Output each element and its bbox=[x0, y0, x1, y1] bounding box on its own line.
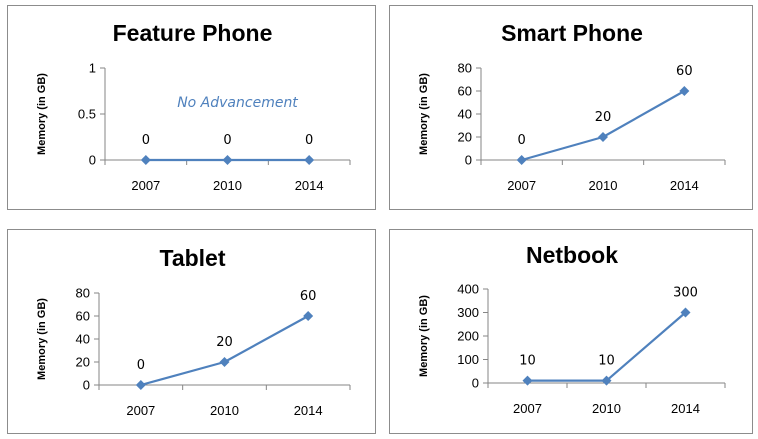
data-point bbox=[522, 375, 533, 386]
series-line bbox=[140, 315, 309, 387]
x-tick-label: 2007 bbox=[507, 178, 536, 193]
y-tick-label: 20 bbox=[76, 355, 90, 370]
data-point bbox=[601, 375, 612, 386]
y-tick-label: 100 bbox=[457, 352, 479, 367]
y-tick-label: 0 bbox=[83, 378, 90, 393]
y-axis-label: Memory (in GB) bbox=[36, 298, 48, 380]
x-tick-label: 2007 bbox=[126, 403, 155, 418]
y-tick-label: 0 bbox=[465, 153, 472, 168]
x-tick-label: 2010 bbox=[210, 403, 239, 418]
data-label: 0 bbox=[305, 133, 313, 148]
chart-panel-feature-phone: Feature Phone Memory (in GB) 0 0.5 1 2007 2010… bbox=[7, 5, 376, 210]
chart-panel-tablet: Tablet Memory (in GB) 0 20 40 60 80 2007 2010 201… bbox=[7, 229, 376, 434]
y-tick-label: 80 bbox=[76, 286, 90, 301]
data-point bbox=[680, 307, 691, 318]
y-tick-label: 0 bbox=[89, 153, 96, 168]
chart-svg-feature-phone: Feature Phone Memory (in GB) 0 0.5 1 2007 2010… bbox=[36, 20, 351, 193]
x-tick-label: 2014 bbox=[295, 178, 324, 193]
chart-annotation: No Advancement bbox=[177, 95, 298, 111]
chart-panel-netbook: Netbook Memory (in GB) 0 100 200 300 400 2007 20… bbox=[389, 229, 753, 434]
y-tick-label: 400 bbox=[457, 282, 479, 297]
data-label: 20 bbox=[216, 335, 233, 350]
data-label: 10 bbox=[598, 354, 615, 369]
y-axis-label: Memory (in GB) bbox=[418, 73, 430, 155]
data-label: 0 bbox=[137, 358, 145, 373]
series-line bbox=[521, 90, 685, 162]
data-point bbox=[679, 86, 690, 96]
data-label: 0 bbox=[518, 133, 526, 148]
y-tick-label: 0 bbox=[472, 376, 479, 391]
data-point bbox=[598, 132, 608, 142]
y-tick-label: 80 bbox=[458, 61, 472, 76]
chart-title: Netbook bbox=[526, 242, 618, 268]
chart-title: Feature Phone bbox=[113, 20, 273, 46]
chart-title: Tablet bbox=[159, 245, 225, 271]
x-tick-label: 2014 bbox=[294, 403, 323, 418]
data-label: 0 bbox=[142, 133, 150, 148]
y-tick-label: 0.5 bbox=[78, 107, 96, 122]
data-point bbox=[303, 311, 314, 321]
data-label: 300 bbox=[673, 286, 698, 301]
data-label: 20 bbox=[595, 110, 612, 125]
data-point bbox=[219, 357, 230, 367]
y-tick-label: 300 bbox=[457, 305, 479, 320]
data-point bbox=[140, 155, 151, 165]
chart-panel-smart-phone: Smart Phone Memory (in GB) 0 20 40 60 80 2007 20… bbox=[389, 5, 753, 210]
chart-svg-tablet: Tablet Memory (in GB) 0 20 40 60 80 2007 2010 201… bbox=[36, 245, 351, 418]
data-label: 60 bbox=[676, 64, 693, 79]
data-label: 60 bbox=[300, 289, 317, 304]
chart-svg-netbook: Netbook Memory (in GB) 0 100 200 300 400 2007 20… bbox=[418, 242, 726, 416]
y-tick-label: 60 bbox=[76, 309, 90, 324]
series-line bbox=[527, 311, 687, 382]
x-tick-label: 2014 bbox=[670, 178, 699, 193]
y-tick-label: 60 bbox=[458, 84, 472, 99]
data-point bbox=[222, 155, 233, 165]
data-point bbox=[516, 155, 527, 165]
x-tick-label: 2010 bbox=[592, 401, 621, 416]
x-tick-label: 2010 bbox=[589, 178, 618, 193]
x-tick-label: 2007 bbox=[513, 401, 542, 416]
y-tick-label: 40 bbox=[76, 332, 90, 347]
x-tick-label: 2014 bbox=[671, 401, 700, 416]
x-tick-label: 2007 bbox=[131, 178, 160, 193]
data-label: 0 bbox=[223, 133, 231, 148]
x-tick-label: 2010 bbox=[213, 178, 242, 193]
data-point bbox=[304, 155, 315, 165]
y-tick-label: 200 bbox=[457, 329, 479, 344]
y-tick-label: 1 bbox=[89, 61, 96, 76]
y-axis-label: Memory (in GB) bbox=[418, 295, 430, 377]
data-point bbox=[135, 380, 146, 390]
y-tick-label: 20 bbox=[458, 130, 472, 145]
data-label: 10 bbox=[519, 354, 536, 369]
chart-svg-smart-phone: Smart Phone Memory (in GB) 0 20 40 60 80 2007 20… bbox=[418, 20, 726, 193]
y-tick-label: 40 bbox=[458, 107, 472, 122]
y-axis-label: Memory (in GB) bbox=[36, 73, 48, 155]
chart-title: Smart Phone bbox=[501, 20, 643, 46]
